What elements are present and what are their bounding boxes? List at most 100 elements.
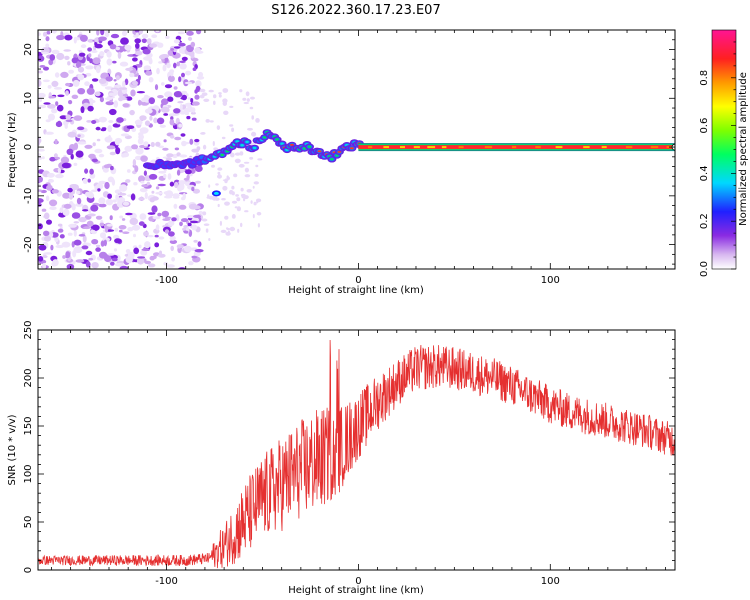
- spectrogram-noise-cell: [218, 92, 222, 95]
- spectrogram-noise-cell: [107, 193, 112, 199]
- snr-y-tick-label: 0: [23, 567, 34, 573]
- spectrogram-noise-cell: [194, 89, 198, 94]
- spectrogram-noise-cell: [173, 39, 180, 44]
- spectrogram-noise-cell: [114, 227, 119, 232]
- spectrogram-noise-cell: [84, 81, 90, 87]
- spectrogram-noise-cell: [90, 224, 100, 231]
- spectrogram-ridge-band: [368, 146, 373, 149]
- snr-y-tick-label: 100: [23, 464, 34, 483]
- spectrogram-noise-cell: [130, 89, 136, 97]
- spectrogram-noise-cell: [45, 131, 54, 135]
- spectrogram-noise-cell: [240, 222, 243, 228]
- spectrogram-noise-cell: [61, 241, 71, 248]
- spectrogram-noise-cell: [217, 167, 223, 171]
- spectrogram-noise-cell: [234, 206, 238, 209]
- spectrogram-noise-cell: [104, 181, 110, 190]
- spectrogram-noise-cell: [118, 97, 124, 102]
- spectrogram-noise-cell: [42, 255, 48, 259]
- spectrogram-noise-cell: [64, 34, 73, 41]
- spectrogram-noise-cell: [189, 138, 194, 145]
- spectrogram-noise-cell: [139, 127, 149, 134]
- spectrogram-noise-cell: [86, 120, 92, 123]
- spectrogram-noise-cell: [195, 180, 201, 184]
- spectrogram-noise-cell: [167, 173, 172, 180]
- spectrogram-noise-cell: [178, 180, 186, 185]
- spectrogram-noise-cell: [173, 91, 183, 98]
- spectrogram-noise-cell: [178, 42, 186, 47]
- spectrogram-noise-cell: [186, 174, 190, 180]
- spectrogram-noise-cell: [151, 190, 155, 194]
- spectrogram-noise-cell: [170, 116, 174, 121]
- spectrogram-noise-cell: [99, 51, 105, 57]
- spectrogram-noise-cell: [101, 127, 107, 131]
- spectrogram-noise-cell: [122, 201, 130, 206]
- snr-y-tick-label: 150: [23, 416, 34, 435]
- spectrogram-noise-cell: [46, 219, 52, 225]
- spectrogram-ridge-band: [413, 146, 420, 149]
- spectrogram-noise-cell: [78, 52, 86, 57]
- spectrogram-noise-cell: [57, 228, 64, 233]
- spectrogram-noise-cell: [121, 30, 128, 36]
- spectrogram-noise-cell: [227, 230, 230, 233]
- spectrogram-noise-cell: [157, 212, 162, 217]
- spectrogram-noise-cell: [38, 70, 43, 74]
- spectrogram-noise-cell: [98, 153, 105, 158]
- spectrogram-noise-cell: [99, 96, 104, 103]
- spectrogram-noise-cell: [136, 257, 145, 265]
- spectrogram-noise-cell: [224, 215, 229, 220]
- spectrogram-noise-cell: [72, 79, 80, 87]
- spectrogram-noise-cell: [188, 261, 194, 266]
- spectrogram-ridge-cell: [317, 150, 322, 153]
- spectrogram-ridge-cell: [252, 146, 257, 150]
- spectrogram-noise-cell: [51, 108, 58, 114]
- spectrogram-noise-cell: [114, 262, 124, 267]
- spectrogram-noise-cell: [163, 191, 170, 195]
- spectrogram-noise-cell: [135, 147, 144, 155]
- spectrogram-noise-cell: [168, 231, 175, 237]
- spectrogram-noise-cell: [150, 141, 155, 148]
- spectrogram-noise-cell: [170, 135, 175, 139]
- spectrogram-noise-cell: [157, 253, 166, 258]
- spectrogram-noise-cell: [54, 72, 60, 78]
- spectrogram-noise-cell: [133, 247, 140, 255]
- spectrogram-noise-cell: [191, 224, 198, 231]
- spectrogram-noise-cell: [167, 75, 175, 82]
- spectrogram-noise-cell: [255, 118, 260, 123]
- spectrogram-noise-cell: [191, 205, 201, 210]
- spectrogram-noise-cell: [151, 196, 159, 201]
- spectrogram-noise-cell: [244, 210, 249, 213]
- spectrogram-noise-cell: [98, 180, 107, 185]
- spectrogram-noise-cell: [132, 80, 138, 86]
- spectrogram-noise-cell: [199, 88, 206, 93]
- spectrogram-noise-cell: [131, 214, 137, 217]
- spectrogram-noise-cell: [205, 228, 209, 233]
- spectrogram-noise-cell: [118, 87, 128, 90]
- spectrogram-noise-cell: [43, 212, 50, 220]
- spectrogram-noise-cell: [68, 223, 77, 228]
- colorbar-tick-label: 0.0: [699, 261, 710, 277]
- spectrogram-ridge-cell: [337, 150, 342, 153]
- spectrogram-noise-cell: [257, 223, 260, 228]
- spectrogram-noise-cell: [55, 101, 59, 106]
- spectrogram-noise-cell: [38, 79, 42, 87]
- spectrogram-noise-cell: [114, 138, 120, 146]
- spectrogram-noise-cell: [163, 173, 167, 179]
- spectrogram-ridge-cell: [307, 145, 312, 148]
- spectrogram-noise-cell: [87, 38, 94, 43]
- spectrogram-ridge-cell: [290, 143, 294, 146]
- spectrogram-noise-cell: [50, 244, 54, 251]
- spectrogram-noise-cell: [173, 203, 178, 209]
- spectrogram-noise-cell: [131, 224, 141, 231]
- spectrogram-noise-cell: [141, 184, 149, 188]
- spectrogram-noise-cell: [217, 174, 222, 179]
- spectrogram-noise-cell: [95, 126, 101, 131]
- spectrogram-noise-cell: [137, 256, 146, 259]
- spectrogram-noise-cell: [121, 80, 126, 88]
- spectrogram-noise-cell: [222, 101, 227, 106]
- spectrogram-noise-cell: [255, 164, 259, 168]
- spectrogram-noise-cell: [46, 30, 51, 35]
- spectrogram-noise-cell: [250, 96, 255, 100]
- spectrogram-noise-cell: [163, 139, 167, 143]
- spectrogram-noise-cell: [82, 235, 87, 243]
